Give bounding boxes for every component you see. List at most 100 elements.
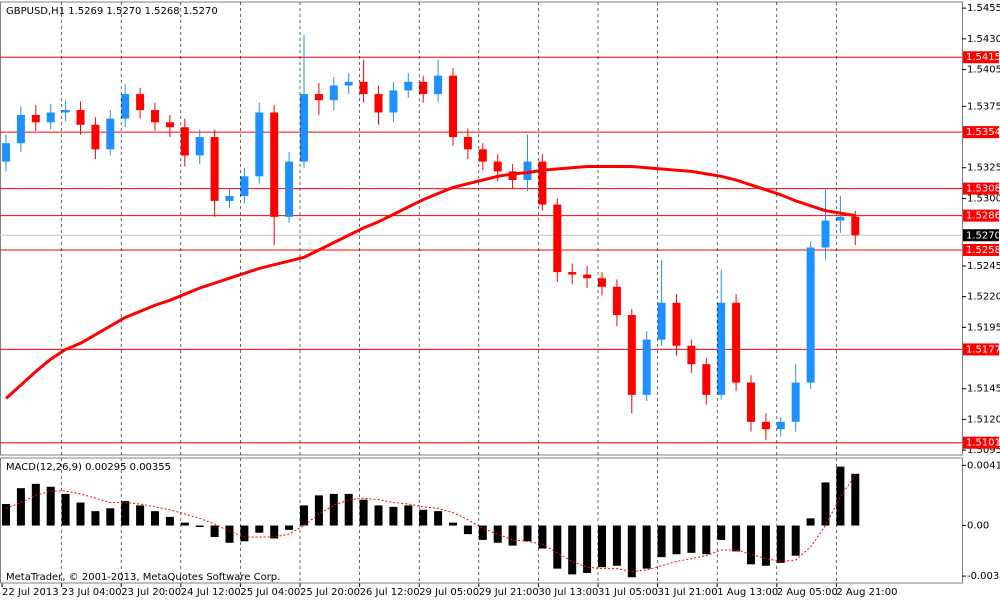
candle-body	[136, 94, 145, 111]
macd-bar	[2, 503, 10, 526]
macd-bar	[761, 525, 770, 566]
y-tick-label: 1.5095	[967, 445, 1000, 456]
candle-body	[165, 122, 174, 128]
signal-line	[5, 474, 856, 573]
macd-bar	[31, 483, 40, 526]
candle-body	[761, 421, 770, 430]
level-label: 1.5354	[966, 127, 1000, 138]
macd-bar	[210, 525, 219, 538]
x-tick-label: 29 Jul 21:00	[479, 587, 539, 598]
candle-body	[747, 382, 755, 422]
candle-body	[687, 345, 696, 365]
y-tick-label: 1.5245	[967, 261, 1000, 272]
macd-bar	[583, 525, 592, 573]
macd-bar	[821, 482, 830, 526]
macd-bar	[717, 525, 726, 540]
level-label-box	[963, 126, 999, 139]
macd-bar	[389, 506, 398, 526]
candle-body	[612, 286, 621, 316]
candle-body	[91, 124, 100, 150]
candle-body	[821, 220, 830, 248]
level-label: 1.5286	[966, 211, 1000, 222]
macd-bar	[612, 525, 621, 566]
macd-bar	[598, 525, 606, 568]
macd-bar	[851, 473, 860, 526]
macd-bar	[285, 525, 294, 530]
candle-body	[672, 302, 681, 346]
x-tick-label: 24 Jul 12:00	[181, 587, 241, 598]
x-tick-label: 30 Jul 13:00	[538, 587, 598, 598]
x-tick-label: 22 Jul 2013	[2, 587, 59, 598]
y-tick-label: 1.5455	[967, 3, 1000, 14]
candle-body	[732, 302, 741, 383]
macd-bar	[434, 511, 443, 526]
macd-bar	[553, 525, 562, 569]
macd-bar	[16, 488, 25, 526]
macd-bar	[627, 525, 636, 578]
x-tick-label: 23 Jul 20:00	[121, 587, 181, 598]
candle-body	[359, 81, 368, 95]
candle-body	[344, 81, 353, 86]
macd-bar	[344, 493, 353, 526]
candle-body	[657, 302, 666, 340]
candle-body	[106, 118, 115, 150]
macd-bar	[791, 525, 800, 556]
x-tick-label: 26 Jul 12:00	[360, 587, 420, 598]
candle-body	[285, 161, 294, 217]
x-tick-label: 25 Jul 20:00	[300, 587, 360, 598]
level-label: 1.5101	[966, 438, 1000, 449]
macd-bar	[672, 525, 681, 555]
candle-body	[16, 114, 25, 144]
candle-body	[329, 85, 338, 101]
candle-body	[449, 75, 457, 138]
candle-body	[389, 90, 398, 113]
candle-body	[76, 110, 85, 125]
candle-body	[776, 421, 785, 430]
x-tick-label: 2 Aug 21:00	[836, 587, 897, 598]
macd-bar	[732, 525, 741, 552]
moving-average	[4, 165, 856, 400]
macd-bar	[46, 486, 55, 526]
macd-bar	[195, 525, 204, 527]
y-tick-label: 1.5430	[967, 34, 1000, 45]
candle-body	[568, 272, 577, 275]
level-label-box	[963, 209, 999, 222]
chart-title: GBPUSD,H1 1.5269 1.5270 1.5268 1.5270	[6, 6, 218, 17]
candle-body	[851, 216, 860, 236]
macd-bar	[374, 505, 383, 526]
macd-bar	[806, 518, 815, 526]
candle-body	[702, 364, 711, 395]
macd-bar	[657, 525, 666, 558]
macd-bar	[836, 466, 845, 526]
macd-bar	[359, 499, 368, 526]
macd-bar	[91, 511, 100, 526]
level-label: 1.5308	[966, 184, 1000, 195]
macd-bar	[404, 505, 413, 526]
y-tick-label: 0.00419	[967, 460, 1000, 471]
candle-body	[806, 247, 815, 383]
level-label: 1.5177	[966, 344, 1000, 355]
candle-body	[434, 75, 443, 95]
candle-body	[493, 161, 502, 172]
macd-bar	[493, 525, 502, 543]
macd-bar	[449, 522, 457, 526]
candle-body	[463, 137, 472, 150]
macd-bar	[61, 493, 70, 526]
candle-body	[583, 274, 592, 279]
y-tick-label: 1.5195	[967, 322, 1000, 333]
x-tick-label: 2 Aug 05:00	[777, 587, 838, 598]
x-tick-label: 31 Jul 05:00	[598, 587, 658, 598]
y-tick-label: 1.5220	[967, 292, 1000, 303]
y-tick-label: 1.5120	[967, 414, 1000, 425]
y-tick-label: -0.00352	[967, 571, 1000, 582]
candle-body	[642, 339, 651, 395]
candle-body	[553, 204, 562, 273]
macd-bar	[300, 505, 308, 526]
macd-bar	[538, 525, 547, 549]
candle-body	[717, 302, 726, 395]
y-tick-label: 1.5375	[967, 101, 1000, 112]
y-tick-label: 1.5145	[967, 384, 1000, 395]
macd-bar	[106, 508, 115, 526]
copyright: MetaTrader, © 2001-2013, MetaQuotes Soft…	[6, 572, 280, 583]
